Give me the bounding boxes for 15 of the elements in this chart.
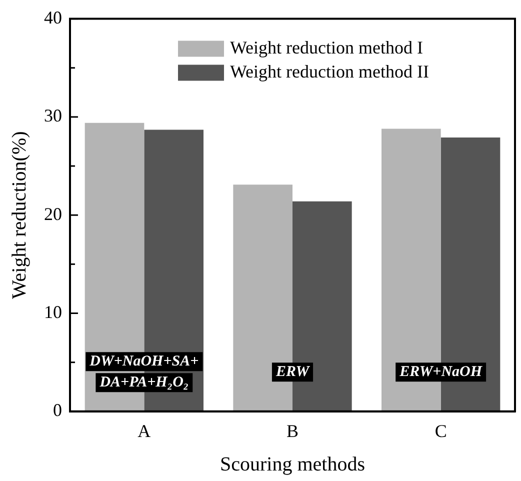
legend-label: Weight reduction method II <box>230 62 430 82</box>
y-tick-label: 10 <box>44 302 62 322</box>
x-tick-label: C <box>434 420 447 441</box>
annotation: ERW+NaOH <box>398 364 484 380</box>
y-tick-label: 40 <box>44 8 62 28</box>
x-axis-title: Scouring methods <box>220 453 366 476</box>
y-tick-label: 20 <box>44 204 62 224</box>
y-tick-label: 0 <box>53 400 62 420</box>
y-axis-title: Weight reduction(%) <box>8 131 30 299</box>
y-tick-label: 30 <box>44 106 62 126</box>
annotation: DW+NaOH+SA+DA+PA+H₂O₂ <box>88 354 199 391</box>
legend-label: Weight reduction method I <box>230 38 424 58</box>
annotation: ERW <box>274 364 311 380</box>
x-tick-label: B <box>286 420 299 441</box>
x-tick-label: A <box>138 420 151 441</box>
